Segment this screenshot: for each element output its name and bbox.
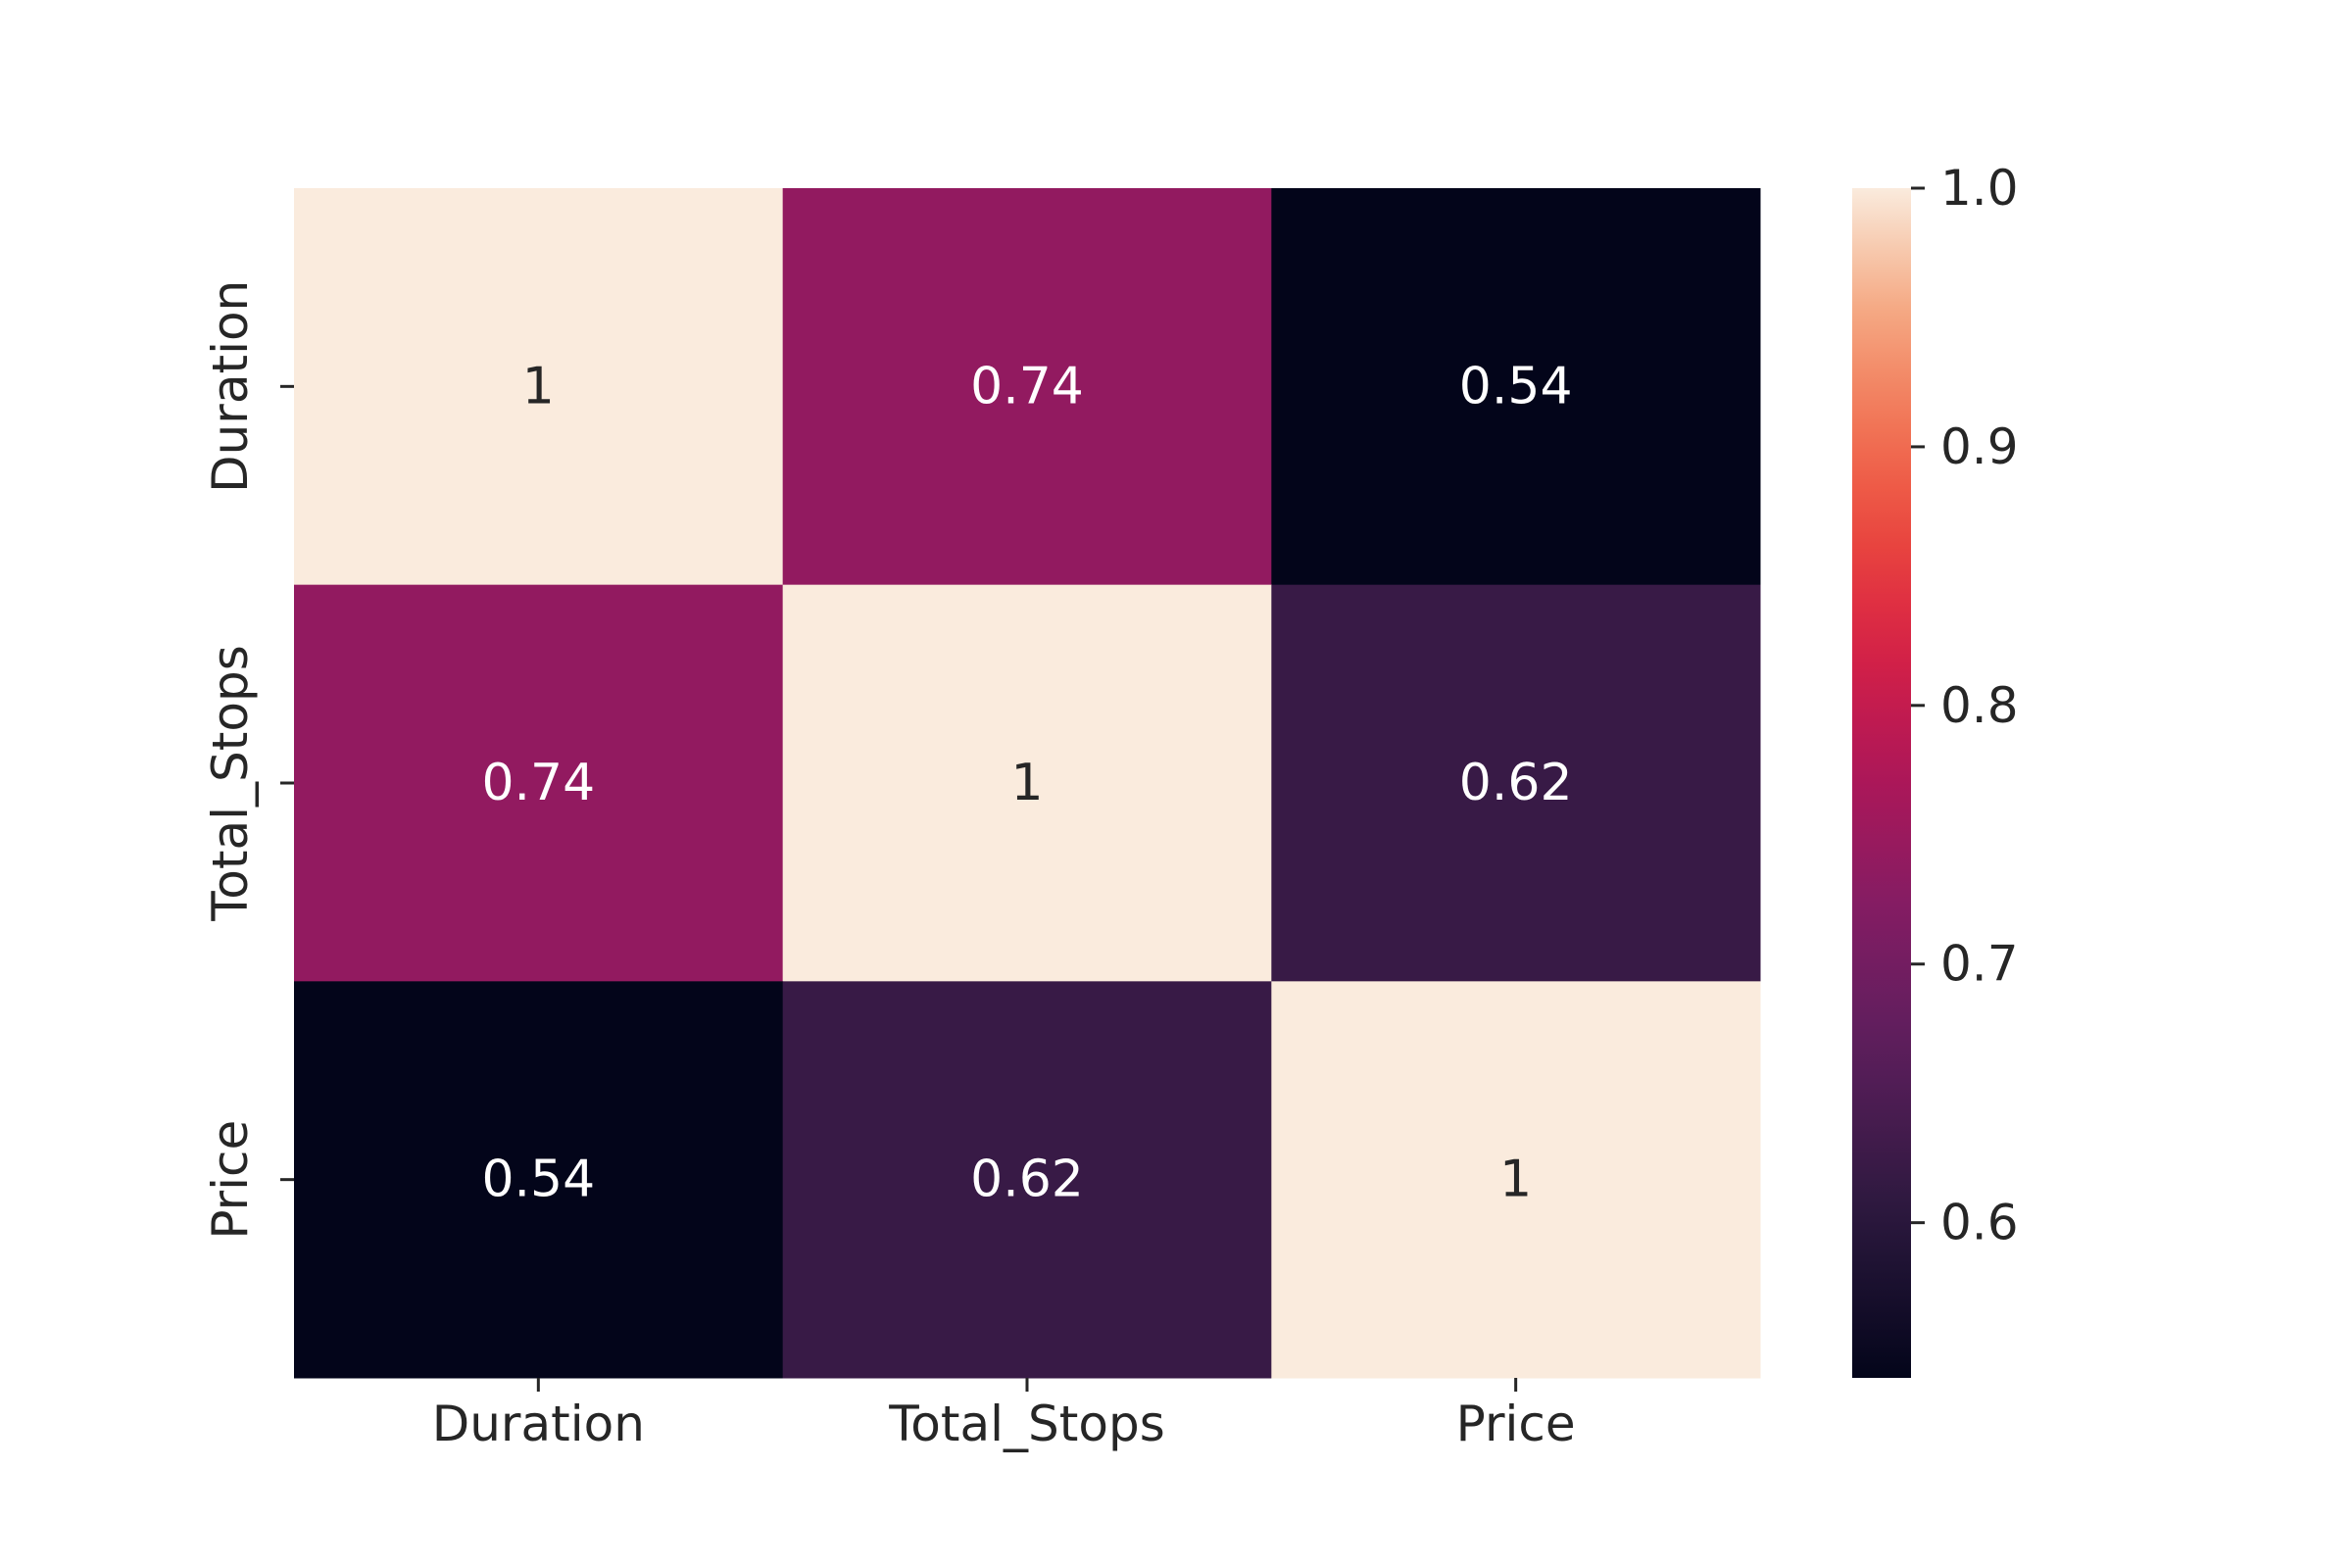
- cell-annotation: 0.74: [970, 357, 1084, 416]
- x-tick-label: Total_Stops: [888, 1396, 1165, 1452]
- heatmap-cell-1-2: [1271, 584, 1761, 982]
- x-axis: Duration Total_Stops Price: [432, 1378, 1576, 1452]
- heatmap-cell-2-0: [294, 981, 784, 1379]
- colorbar-tick-label: 1.0: [1940, 160, 2019, 217]
- cell-annotation: 1: [1010, 754, 1043, 812]
- heatmap-cell-0-1: [782, 188, 1272, 586]
- heatmap-cell-0-2: [1271, 188, 1761, 586]
- y-tick-label: Total_Stops: [202, 645, 259, 922]
- heatmap-cell-2-2: [1271, 981, 1761, 1379]
- cell-annotation: 0.62: [1459, 754, 1573, 812]
- y-tick-label: Duration: [202, 280, 259, 493]
- cell-annotation: 0.62: [970, 1151, 1084, 1209]
- cell-annotation: 0.54: [1459, 357, 1573, 416]
- heatmap-cell-1-1: [782, 584, 1272, 982]
- colorbar-tick-label: 0.7: [1940, 936, 2019, 993]
- heatmap-cells: [294, 188, 1761, 1379]
- heatmap-annotations: 1 0.74 0.54 0.74 1 0.62 0.54 0.62 1: [481, 357, 1572, 1208]
- cell-annotation: 0.54: [481, 1151, 595, 1209]
- heatmap-cell-2-1: [782, 981, 1272, 1379]
- cell-annotation: 0.74: [481, 754, 595, 812]
- x-tick-label: Price: [1456, 1396, 1576, 1452]
- x-tick-label: Duration: [432, 1396, 645, 1452]
- y-axis: Duration Total_Stops Price: [202, 280, 294, 1240]
- heatmap-cell-0-0: [294, 188, 784, 586]
- cell-annotation: 1: [522, 357, 555, 416]
- colorbar: 0.6 0.7 0.8 0.9 1.0: [1852, 160, 2019, 1378]
- colorbar-tick-label: 0.9: [1940, 418, 2019, 475]
- cell-annotation: 1: [1499, 1151, 1532, 1209]
- colorbar-tick-label: 0.6: [1940, 1195, 2019, 1251]
- colorbar-bar: [1852, 188, 1911, 1378]
- heatmap-cell-1-0: [294, 584, 784, 982]
- y-tick-label: Price: [202, 1120, 259, 1240]
- colorbar-tick-label: 0.8: [1940, 677, 2019, 734]
